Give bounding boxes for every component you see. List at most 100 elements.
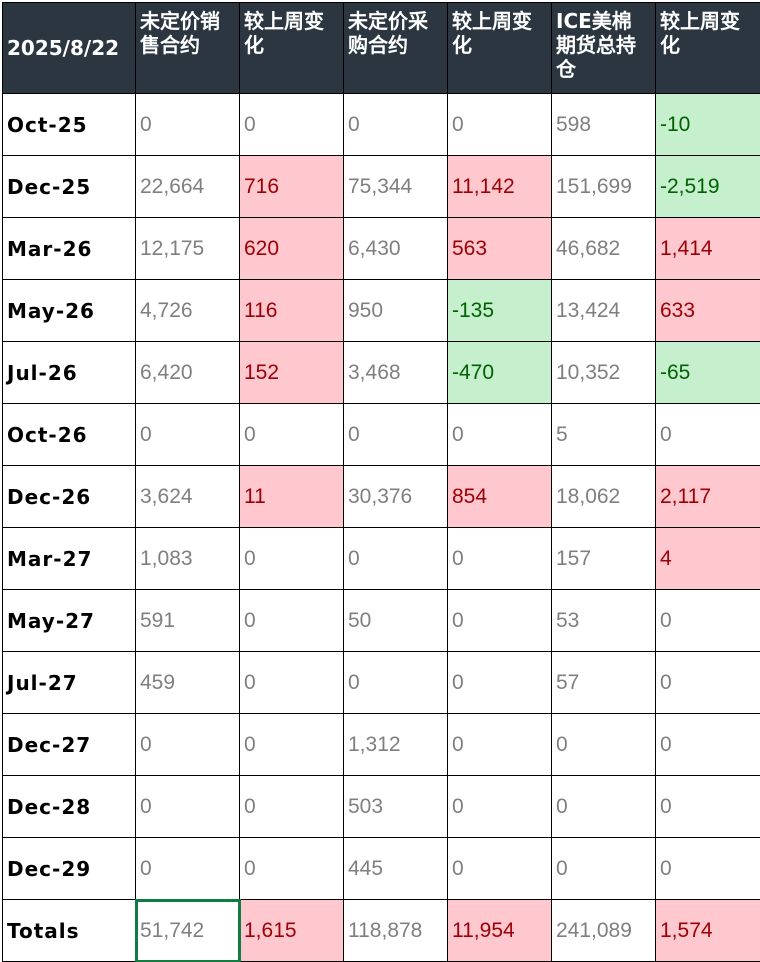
cell-purchases-change[interactable]: -135 (448, 280, 552, 342)
cell-open-interest[interactable]: 0 (552, 714, 656, 776)
cell-open-interest-change[interactable]: -10 (656, 94, 760, 156)
cell-open-interest-change[interactable]: 0 (656, 714, 760, 776)
cell-open-interest-change[interactable]: 0 (656, 652, 760, 714)
cell-purchases-change[interactable]: 0 (448, 404, 552, 466)
cell-unpriced-sales[interactable]: 459 (136, 652, 240, 714)
cell-sales-change[interactable]: 716 (240, 156, 344, 218)
cell-unpriced-sales[interactable]: 51,742 (136, 900, 240, 962)
header-unpriced-purchases[interactable]: 未定价采购合约 (344, 3, 448, 94)
cell-unpriced-purchases[interactable]: 445 (344, 838, 448, 900)
cell-open-interest-change[interactable]: 0 (656, 590, 760, 652)
cell-open-interest-change[interactable]: 2,117 (656, 466, 760, 528)
row-label[interactable]: Dec-26 (3, 466, 136, 528)
cell-unpriced-purchases[interactable]: 0 (344, 652, 448, 714)
cell-open-interest-change[interactable]: -2,519 (656, 156, 760, 218)
cell-unpriced-purchases[interactable]: 950 (344, 280, 448, 342)
row-label[interactable]: Oct-25 (3, 94, 136, 156)
cell-open-interest[interactable]: 57 (552, 652, 656, 714)
cell-open-interest[interactable]: 18,062 (552, 466, 656, 528)
cell-sales-change[interactable]: 116 (240, 280, 344, 342)
header-date[interactable]: 2025/8/22 (3, 3, 136, 94)
row-label[interactable]: Oct-26 (3, 404, 136, 466)
cell-unpriced-sales[interactable]: 6,420 (136, 342, 240, 404)
cell-unpriced-purchases[interactable]: 0 (344, 94, 448, 156)
cell-purchases-change[interactable]: 0 (448, 528, 552, 590)
cell-unpriced-sales[interactable]: 0 (136, 838, 240, 900)
cell-sales-change[interactable]: 11 (240, 466, 344, 528)
cell-unpriced-sales[interactable]: 0 (136, 776, 240, 838)
cell-unpriced-sales[interactable]: 0 (136, 404, 240, 466)
header-purchases-weekly-change[interactable]: 较上周变化 (448, 3, 552, 94)
cell-open-interest[interactable]: 0 (552, 838, 656, 900)
cell-unpriced-sales[interactable]: 591 (136, 590, 240, 652)
header-open-interest-weekly-change[interactable]: 较上周变化 (656, 3, 760, 94)
cell-purchases-change[interactable]: 11,142 (448, 156, 552, 218)
cell-unpriced-sales[interactable]: 0 (136, 94, 240, 156)
cell-open-interest[interactable]: 13,424 (552, 280, 656, 342)
row-label[interactable]: Dec-27 (3, 714, 136, 776)
cell-unpriced-purchases[interactable]: 3,468 (344, 342, 448, 404)
cell-purchases-change[interactable]: 0 (448, 94, 552, 156)
cell-open-interest[interactable]: 10,352 (552, 342, 656, 404)
row-label[interactable]: Jul-26 (3, 342, 136, 404)
cell-sales-change[interactable]: 152 (240, 342, 344, 404)
cell-unpriced-sales[interactable]: 1,083 (136, 528, 240, 590)
cell-open-interest[interactable]: 0 (552, 776, 656, 838)
cell-open-interest-change[interactable]: 633 (656, 280, 760, 342)
row-label[interactable]: Mar-27 (3, 528, 136, 590)
header-ice-open-interest[interactable]: ICE美棉期货总持仓 (552, 3, 656, 94)
row-label[interactable]: Dec-29 (3, 838, 136, 900)
cell-unpriced-purchases[interactable]: 75,344 (344, 156, 448, 218)
cell-open-interest[interactable]: 598 (552, 94, 656, 156)
header-sales-weekly-change[interactable]: 较上周变化 (240, 3, 344, 94)
cell-open-interest[interactable]: 157 (552, 528, 656, 590)
cell-open-interest-change[interactable]: 0 (656, 776, 760, 838)
cell-unpriced-sales[interactable]: 0 (136, 714, 240, 776)
row-label[interactable]: Dec-25 (3, 156, 136, 218)
cell-unpriced-sales[interactable]: 22,664 (136, 156, 240, 218)
cell-sales-change[interactable]: 620 (240, 218, 344, 280)
cell-purchases-change[interactable]: -470 (448, 342, 552, 404)
cell-purchases-change[interactable]: 854 (448, 466, 552, 528)
cell-sales-change[interactable]: 0 (240, 590, 344, 652)
cell-open-interest-change[interactable]: 4 (656, 528, 760, 590)
cell-open-interest-change[interactable]: 0 (656, 838, 760, 900)
cell-sales-change[interactable]: 0 (240, 528, 344, 590)
cell-purchases-change[interactable]: 0 (448, 838, 552, 900)
cell-unpriced-purchases[interactable]: 50 (344, 590, 448, 652)
row-label[interactable]: May-27 (3, 590, 136, 652)
cell-purchases-change[interactable]: 11,954 (448, 900, 552, 962)
cell-sales-change[interactable]: 0 (240, 94, 344, 156)
cell-unpriced-purchases[interactable]: 118,878 (344, 900, 448, 962)
cell-unpriced-sales[interactable]: 4,726 (136, 280, 240, 342)
cell-open-interest[interactable]: 5 (552, 404, 656, 466)
cell-open-interest[interactable]: 241,089 (552, 900, 656, 962)
cell-open-interest-change[interactable]: 0 (656, 404, 760, 466)
cell-open-interest[interactable]: 151,699 (552, 156, 656, 218)
cell-unpriced-purchases[interactable]: 6,430 (344, 218, 448, 280)
row-label[interactable]: May-26 (3, 280, 136, 342)
row-label[interactable]: Mar-26 (3, 218, 136, 280)
cell-open-interest-change[interactable]: 1,414 (656, 218, 760, 280)
cell-unpriced-sales[interactable]: 3,624 (136, 466, 240, 528)
cell-unpriced-sales[interactable]: 12,175 (136, 218, 240, 280)
cell-purchases-change[interactable]: 0 (448, 776, 552, 838)
cell-unpriced-purchases[interactable]: 30,376 (344, 466, 448, 528)
cell-purchases-change[interactable]: 0 (448, 714, 552, 776)
cell-purchases-change[interactable]: 563 (448, 218, 552, 280)
cell-unpriced-purchases[interactable]: 0 (344, 404, 448, 466)
cell-sales-change[interactable]: 1,615 (240, 900, 344, 962)
cell-purchases-change[interactable]: 0 (448, 652, 552, 714)
cell-unpriced-purchases[interactable]: 0 (344, 528, 448, 590)
cell-sales-change[interactable]: 0 (240, 714, 344, 776)
cell-open-interest[interactable]: 53 (552, 590, 656, 652)
cell-sales-change[interactable]: 0 (240, 838, 344, 900)
cell-open-interest-change[interactable]: -65 (656, 342, 760, 404)
row-label[interactable]: Dec-28 (3, 776, 136, 838)
cell-unpriced-purchases[interactable]: 503 (344, 776, 448, 838)
cell-open-interest-change[interactable]: 1,574 (656, 900, 760, 962)
cell-open-interest[interactable]: 46,682 (552, 218, 656, 280)
cell-purchases-change[interactable]: 0 (448, 590, 552, 652)
cell-sales-change[interactable]: 0 (240, 776, 344, 838)
header-unpriced-sales[interactable]: 未定价销售合约 (136, 3, 240, 94)
